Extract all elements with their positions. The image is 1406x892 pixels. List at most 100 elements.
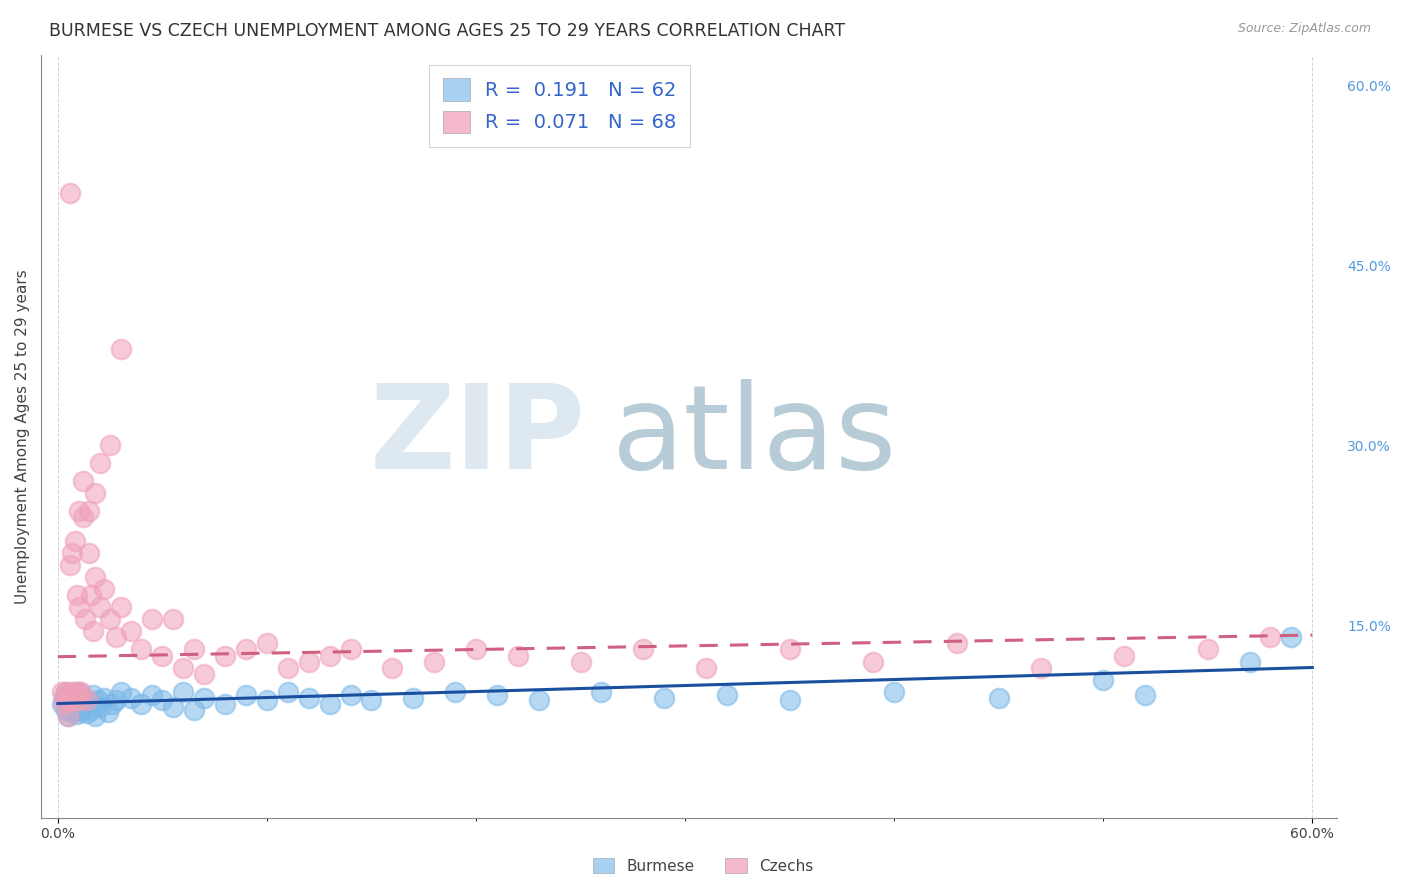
Point [62,695,84,709]
Point [76,693,98,707]
Point [506,648,529,663]
Point [55,684,77,698]
Legend: Burmese, Czechs: Burmese, Czechs [586,852,820,880]
Text: ZIP: ZIP [370,379,585,494]
Point [105,693,128,707]
Point [55,702,77,716]
Point [84,570,107,584]
Point [110,600,132,615]
Point [82,624,104,639]
Point [89,456,111,470]
Point [110,343,132,357]
Point [318,697,340,711]
Point [55,684,77,698]
Point [89,700,111,714]
Point [883,684,905,698]
Point [63,702,86,716]
Point [77,504,100,518]
Point [214,648,236,663]
Point [402,690,425,705]
Point [67,504,90,518]
Point [381,660,404,674]
Text: atlas: atlas [612,379,897,494]
Point [110,684,132,698]
Point [150,648,173,663]
Point [131,642,153,657]
Point [59,558,82,573]
Point [93,690,115,705]
Point [66,707,89,722]
Point [1279,631,1302,645]
Point [73,690,96,705]
Point [59,186,82,201]
Point [69,694,91,708]
Point [150,693,173,707]
Point [183,702,205,716]
Point [67,600,90,615]
Point [131,697,153,711]
Point [193,690,215,705]
Point [633,642,655,657]
Point [444,684,467,698]
Point [97,705,120,719]
Point [105,631,128,645]
Point [1260,631,1282,645]
Point [235,642,257,657]
Point [1114,648,1136,663]
Point [58,688,80,702]
Text: Source: ZipAtlas.com: Source: ZipAtlas.com [1237,22,1371,36]
Point [86,693,108,707]
Point [63,684,86,698]
Point [101,697,124,711]
Point [69,704,91,718]
Point [66,693,89,707]
Point [58,708,80,723]
Point [53,697,76,711]
Point [77,695,100,709]
Point [1133,688,1156,702]
Point [98,438,121,452]
Point [98,612,121,626]
Point [423,655,446,669]
Point [318,648,340,663]
Point [72,510,94,524]
Point [76,706,98,720]
Point [162,700,184,714]
Point [485,688,508,702]
Point [339,642,361,657]
Point [63,534,86,549]
Point [62,705,84,719]
Point [298,655,321,669]
Point [183,642,205,657]
Point [67,700,90,714]
Point [465,642,488,657]
Point [58,688,80,702]
Point [527,693,550,707]
Point [59,700,82,714]
Point [235,688,257,702]
Point [298,690,321,705]
Text: BURMESE VS CZECH UNEMPLOYMENT AMONG AGES 25 TO 29 YEARS CORRELATION CHART: BURMESE VS CZECH UNEMPLOYMENT AMONG AGES… [49,22,845,40]
Point [51,697,73,711]
Point [339,688,361,702]
Point [58,708,80,723]
Point [82,688,104,702]
Point [66,684,89,698]
Point [1029,660,1052,674]
Point [120,624,142,639]
Point [946,636,969,650]
Point [569,655,592,669]
Point [779,693,801,707]
Point [58,693,80,707]
Point [72,475,94,489]
Point [1239,655,1261,669]
Point [277,684,299,698]
Point [172,660,194,674]
Point [120,690,142,705]
Point [62,546,84,560]
Point [51,684,73,698]
Point [67,693,90,707]
Point [716,688,738,702]
Legend: R =  0.191   N = 62, R =  0.071   N = 68: R = 0.191 N = 62, R = 0.071 N = 68 [429,65,690,146]
Point [72,698,94,713]
